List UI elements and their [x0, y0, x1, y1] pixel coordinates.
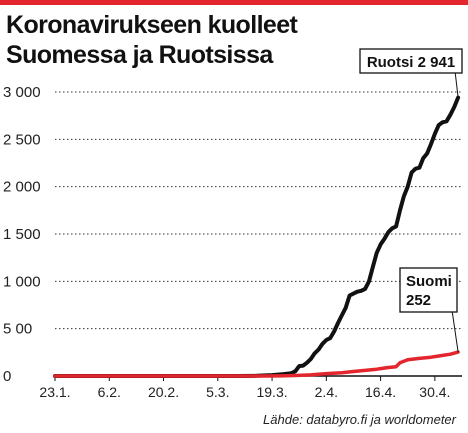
series-lines [53, 95, 461, 378]
y-tick-label-1000: 1 000 [3, 273, 41, 290]
y-tick-label-3000: 3 000 [3, 84, 41, 101]
x-tick-label-6: 16.4. [365, 384, 396, 400]
suomi-end-label-name: Suomi [406, 273, 452, 290]
y-tick-label-2500: 2 500 [3, 131, 41, 148]
suomi-label-leader [451, 310, 459, 353]
ruotsi-label-box [359, 48, 463, 74]
series-line-suomi [53, 350, 460, 378]
x-tick-label-2: 20.2. [148, 384, 179, 400]
x-tick-label-5: 2.4. [315, 384, 338, 400]
ruotsi-end-label: Ruotsi 2 941 [367, 54, 455, 71]
source-note: Lähde: databyro.fi ja worldometer [263, 412, 456, 427]
y-tick-label-500: 5 00 [3, 321, 32, 338]
x-axis-ticks: 23.1. 6.2. 20.2. 5.3. 19.3. 2.4. 16.4. 30.4. [39, 376, 450, 400]
gridlines: 0 5 00 1 000 1 500 2 000 2 500 3 000 [3, 84, 462, 385]
x-tick-label-4: 19.3. [256, 384, 287, 400]
suomi-end-label-value: 252 [406, 292, 431, 309]
series-line-ruotsi [53, 95, 461, 378]
ruotsi-label-leader [454, 71, 459, 98]
y-tick-label-1500: 1 500 [3, 226, 41, 243]
x-tick-label-0: 23.1. [39, 384, 70, 400]
chart-title-line-2: Suomessa ja Ruotsissa [6, 41, 273, 69]
series-end-labels: Ruotsi 2 941 Suomi 252 [359, 48, 463, 353]
chart-title-line-1: Koronavirukseen kuolleet [6, 11, 298, 39]
x-tick-label-1: 6.2. [98, 384, 121, 400]
accent-bar [0, 0, 468, 5]
suomi-label-box [399, 267, 458, 313]
y-tick-label-2000: 2 000 [3, 179, 41, 196]
chart-title: Koronavirukseen kuolleet Suomessa ja Ruo… [6, 10, 298, 70]
y-tick-label-0: 0 [3, 368, 11, 385]
x-tick-label-7: 30.4. [419, 384, 450, 400]
x-tick-label-3: 5.3. [206, 384, 229, 400]
